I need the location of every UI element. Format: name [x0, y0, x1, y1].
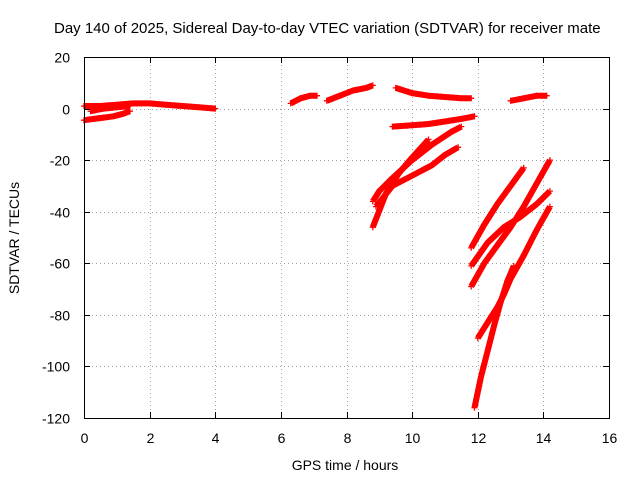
x-tick-label: 0 — [81, 430, 89, 446]
series-sat-n — [468, 157, 553, 290]
x-tick-label: 2 — [147, 430, 155, 446]
y-tick-label: -80 — [50, 308, 70, 324]
x-tick-label: 12 — [471, 430, 487, 446]
series-sat-k — [373, 144, 462, 210]
series-sat-f — [392, 84, 475, 102]
x-axis: 0 2 4 6 8 10 12 14 16 — [81, 57, 618, 446]
series-sat-h — [507, 92, 550, 104]
x-tick-label: 10 — [405, 430, 421, 446]
series-sat-c — [87, 103, 133, 115]
y-tick-label: -40 — [50, 205, 70, 221]
data-point-markers — [287, 92, 320, 107]
data-point-markers — [373, 144, 462, 210]
series-sat-e — [323, 82, 376, 104]
series-sat-p — [471, 262, 517, 411]
series-sat-j — [369, 136, 432, 231]
x-tick-label: 14 — [536, 430, 552, 446]
y-tick-label: -60 — [50, 256, 70, 272]
data-point-markers — [468, 164, 527, 251]
x-tick-label: 16 — [602, 430, 618, 446]
x-axis-title: GPS time / hours — [292, 457, 399, 473]
series-sat-d — [287, 92, 320, 107]
y-axis-title: SDTVAR / TECUs — [6, 182, 22, 294]
y-axis: 20 0 -20 -40 -60 -80 -100 -120 — [42, 50, 609, 427]
x-tick-label: 6 — [278, 430, 286, 446]
data-point-markers — [87, 103, 133, 115]
data-point-markers — [468, 157, 553, 290]
series-sat-g — [389, 113, 478, 130]
y-tick-label: 20 — [54, 50, 70, 66]
y-tick-label: -100 — [42, 359, 70, 375]
y-tick-label: 0 — [62, 102, 70, 118]
y-tick-label: -120 — [42, 411, 70, 427]
y-tick-label: -20 — [50, 153, 70, 169]
data-series — [81, 82, 553, 411]
series-sat-l — [468, 164, 527, 251]
chart-title: Day 140 of 2025, Sidereal Day-to-day VTE… — [54, 20, 601, 37]
data-point-markers — [507, 92, 550, 104]
series-sat-b — [81, 108, 133, 124]
x-tick-label: 8 — [344, 430, 352, 446]
data-point-markers — [392, 84, 475, 102]
x-tick-label: 4 — [212, 430, 220, 446]
series-line — [394, 85, 472, 102]
data-point-markers — [471, 262, 517, 411]
data-point-markers — [389, 113, 478, 130]
data-point-markers — [323, 82, 376, 104]
